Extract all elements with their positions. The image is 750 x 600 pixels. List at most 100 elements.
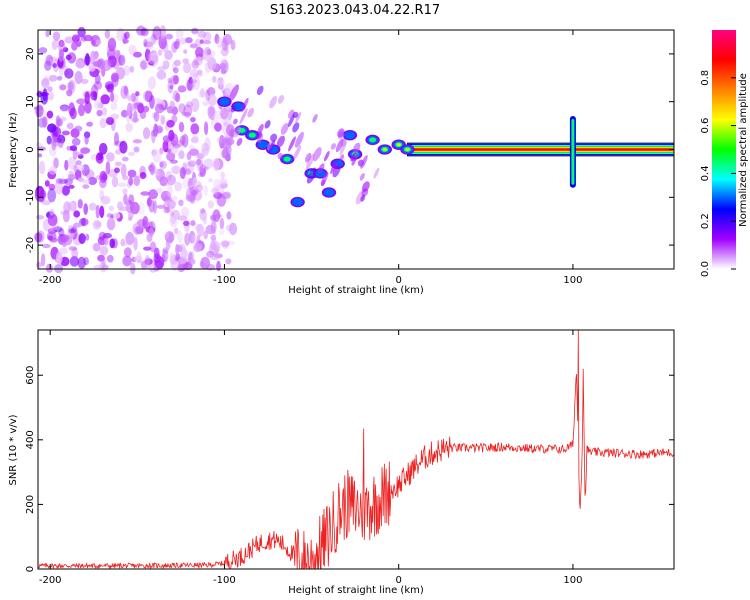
noise-blob bbox=[216, 37, 223, 49]
noise-blob bbox=[38, 160, 46, 175]
snr-frame bbox=[37, 329, 675, 570]
noise-blob bbox=[221, 38, 228, 51]
noise-blob bbox=[154, 256, 165, 269]
noise-blob bbox=[220, 240, 230, 247]
noise-blob bbox=[84, 169, 95, 179]
noise-blob bbox=[199, 39, 204, 44]
noise-blob bbox=[175, 92, 181, 103]
noise-blob bbox=[68, 174, 76, 180]
noise-blob bbox=[152, 26, 162, 40]
noise-blob bbox=[133, 236, 138, 251]
noise-blob bbox=[207, 200, 214, 209]
noise-blob bbox=[94, 100, 101, 110]
noise-blob bbox=[62, 209, 70, 223]
x-tick-label: -200 bbox=[39, 575, 62, 586]
noise-blob bbox=[173, 59, 181, 67]
noise-blob bbox=[44, 180, 50, 187]
noise-blob bbox=[112, 212, 121, 219]
ridge-streak bbox=[373, 167, 380, 179]
noise-blob bbox=[228, 222, 238, 236]
noise-blob bbox=[225, 224, 233, 232]
snr-panel: -200 -100 0 100 0 200 400 600 Height of straig… bbox=[8, 329, 675, 596]
ridge-streak bbox=[362, 181, 370, 192]
noise-blob bbox=[110, 72, 119, 83]
noise-blob bbox=[167, 77, 173, 83]
noise-blob bbox=[99, 170, 108, 183]
noise-blob bbox=[69, 107, 77, 120]
noise-blob bbox=[35, 104, 44, 118]
noise-blob bbox=[126, 102, 133, 116]
noise-blob bbox=[88, 202, 97, 211]
noise-blob bbox=[54, 180, 64, 195]
noise-blob bbox=[118, 54, 126, 66]
ridge-streak bbox=[312, 147, 322, 162]
noise-blob bbox=[83, 257, 89, 266]
noise-blob bbox=[225, 258, 232, 265]
noise-blob bbox=[169, 100, 176, 110]
ridge-blob-outline bbox=[377, 144, 393, 155]
noise-blob bbox=[153, 123, 159, 137]
colorbar-ticks: 0.0 0.2 0.4 0.6 0.8 bbox=[700, 70, 736, 277]
noise-blob bbox=[152, 149, 162, 163]
y-tick-label: 20 bbox=[25, 48, 36, 61]
ridge-streak bbox=[330, 159, 338, 175]
noise-blob bbox=[149, 95, 155, 109]
noise-blob bbox=[125, 123, 133, 133]
noise-blob bbox=[88, 64, 96, 72]
noise-blob bbox=[58, 39, 65, 48]
noise-blob bbox=[71, 137, 81, 146]
noise-blob bbox=[97, 254, 105, 262]
noise-blob bbox=[180, 207, 190, 218]
ridge-blob-outline bbox=[290, 196, 305, 208]
noise-blob bbox=[42, 116, 48, 128]
noise-blob bbox=[218, 227, 225, 236]
noise-blob bbox=[101, 255, 106, 269]
noise-blob bbox=[204, 121, 209, 136]
noise-blob bbox=[167, 184, 173, 198]
noise-blob bbox=[214, 33, 220, 44]
colorbar-tick-label: 0.6 bbox=[700, 118, 711, 134]
spectrogram-x-ticks: -200 -100 0 100 bbox=[39, 30, 582, 286]
noise-blob bbox=[128, 194, 135, 206]
ridge-streak bbox=[330, 143, 337, 150]
noise-blob bbox=[188, 144, 195, 150]
noise-blob bbox=[94, 221, 102, 228]
noise-blob bbox=[195, 184, 204, 192]
noise-blob bbox=[220, 192, 231, 199]
noise-blob bbox=[101, 173, 108, 181]
noise-blob bbox=[220, 47, 229, 57]
ridge-streak bbox=[276, 135, 285, 148]
noise-blob bbox=[71, 34, 80, 43]
ridge-streak bbox=[233, 126, 241, 138]
noise-blob bbox=[175, 29, 184, 39]
noise-blob bbox=[77, 26, 86, 38]
noise-blob bbox=[102, 232, 112, 239]
noise-blob bbox=[37, 153, 43, 158]
noise-blob bbox=[77, 164, 85, 171]
ridge-streak bbox=[241, 97, 249, 113]
ridge-streak bbox=[352, 142, 361, 154]
noise-blob bbox=[84, 100, 92, 114]
noise-blob bbox=[99, 261, 108, 273]
ridge-streak bbox=[264, 120, 271, 129]
noise-blob bbox=[44, 75, 49, 86]
noise-blob bbox=[40, 92, 49, 105]
noise-blob bbox=[226, 211, 232, 220]
noise-blob bbox=[59, 104, 70, 112]
noise-blob bbox=[52, 58, 59, 73]
ridge-streak bbox=[287, 114, 295, 128]
noise-blob bbox=[156, 187, 164, 194]
x-tick-label: -200 bbox=[39, 275, 62, 286]
noise-blob bbox=[139, 59, 149, 70]
noise-blob bbox=[202, 31, 212, 42]
ridge-streak bbox=[351, 152, 359, 162]
noise-blob bbox=[87, 176, 98, 186]
y-tick-label: 200 bbox=[25, 495, 36, 514]
ridge-streak bbox=[323, 150, 330, 162]
noise-blob bbox=[182, 176, 191, 190]
noise-blob bbox=[197, 69, 203, 76]
colorbar-label: Normalized spectral amplitude bbox=[738, 73, 749, 227]
noise-blob bbox=[151, 112, 158, 119]
noise-blob bbox=[83, 34, 93, 42]
noise-blob bbox=[210, 234, 217, 241]
